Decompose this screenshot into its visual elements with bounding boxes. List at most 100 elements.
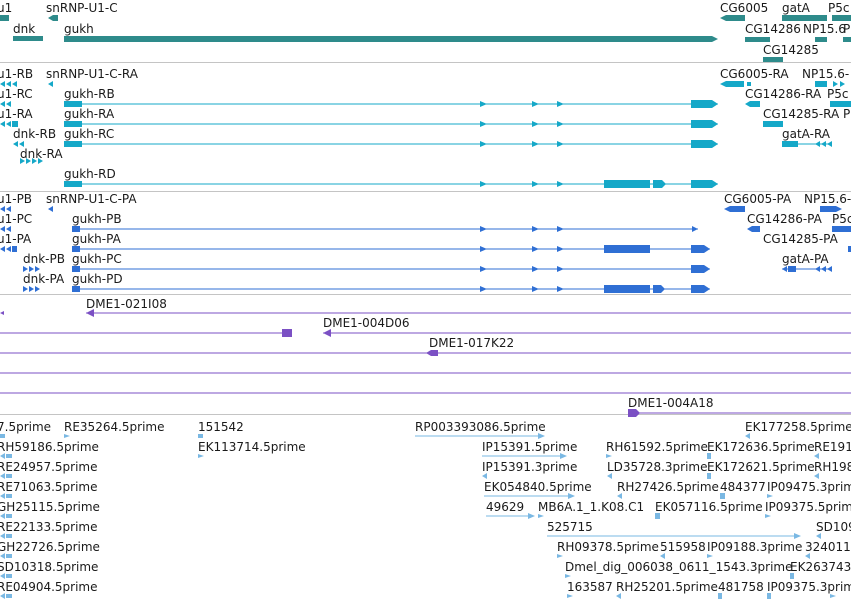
- est-label[interactable]: 7.5prime: [0, 420, 52, 434]
- est-glyph[interactable]: [720, 493, 725, 499]
- est-glyph[interactable]: [805, 553, 810, 559]
- est-label[interactable]: LD35728.3prime: [607, 460, 708, 474]
- est-glyph[interactable]: [707, 554, 713, 558]
- est-label[interactable]: RH61592.5prime: [606, 440, 708, 454]
- est-label[interactable]: RH198: [814, 460, 851, 474]
- cds-np15-6[interactable]: [820, 206, 842, 212]
- est-ek054840[interactable]: [484, 493, 575, 499]
- cds-cg6005-pa[interactable]: [724, 206, 745, 212]
- gene-label[interactable]: CG14285: [763, 43, 819, 57]
- est-glyph[interactable]: [814, 473, 819, 479]
- gene-p5c[interactable]: [832, 15, 851, 21]
- cds-u1-pb[interactable]: [0, 206, 11, 212]
- est-glyph[interactable]: [617, 493, 622, 499]
- gene-label[interactable]: CG14286: [745, 22, 801, 36]
- est-glyph[interactable]: [607, 473, 612, 479]
- transcript-u1-rb[interactable]: [0, 81, 17, 87]
- est-label[interactable]: SD10318.5prime: [0, 560, 99, 574]
- est-label[interactable]: 484377: [720, 480, 766, 494]
- est-rp003393086[interactable]: [415, 433, 545, 439]
- transcript-cg6005-ra[interactable]: [720, 81, 751, 87]
- cd-label[interactable]: u1-PC: [0, 212, 33, 226]
- est-label[interactable]: RE35264.5prime: [64, 420, 165, 434]
- est-525715[interactable]: [547, 533, 801, 539]
- est-glyph[interactable]: [557, 554, 563, 558]
- gene-label[interactable]: gatA: [782, 1, 810, 15]
- transcript-label[interactable]: gatA-RA: [782, 127, 831, 141]
- est-label[interactable]: EK172621.5prime: [707, 460, 815, 474]
- est-glyph[interactable]: [565, 574, 571, 578]
- clone-label[interactable]: DME1-004D06: [323, 316, 410, 330]
- cd-label[interactable]: CG6005-PA: [724, 192, 792, 206]
- gene-gukh[interactable]: [64, 36, 718, 42]
- cds-p5c[interactable]: [832, 226, 851, 232]
- est-label[interactable]: IP15391.5prime: [482, 440, 578, 454]
- est-glyph[interactable]: [814, 453, 819, 459]
- est-label[interactable]: RP003393086.5prime: [415, 420, 546, 434]
- gene-label[interactable]: P: [843, 22, 851, 36]
- gene-label[interactable]: snRNP-U1-C: [46, 1, 118, 15]
- transcript-label[interactable]: NP15.6-: [802, 67, 850, 81]
- est-label[interactable]: 49629: [486, 500, 525, 514]
- cd-label[interactable]: u1-PA: [0, 232, 32, 246]
- est-glyph[interactable]: [767, 494, 773, 498]
- cds-gukh-pc[interactable]: [72, 265, 710, 273]
- est-label[interactable]: IP09375.3prime: [767, 580, 851, 594]
- est-label[interactable]: RH27426.5prime: [617, 480, 719, 494]
- transcript-u1-ra[interactable]: [0, 121, 18, 127]
- est-glyph[interactable]: [655, 513, 660, 519]
- est-glyph[interactable]: [0, 513, 5, 519]
- cd-label[interactable]: P5c: [832, 212, 851, 226]
- transcript-cg14285-ra[interactable]: [763, 121, 783, 127]
- est-glyph[interactable]: [0, 434, 5, 438]
- est-glyph[interactable]: [830, 594, 836, 598]
- est-label[interactable]: RH59186.5prime: [0, 440, 99, 454]
- est-glyph[interactable]: [6, 534, 12, 538]
- est-label[interactable]: EK054840.5prime: [484, 480, 592, 494]
- est-glyph[interactable]: [6, 494, 12, 498]
- transcript-label[interactable]: P5c: [827, 87, 849, 101]
- est-glyph[interactable]: [816, 533, 821, 539]
- cd-label[interactable]: dnk-PB: [23, 252, 65, 266]
- est-label[interactable]: 481758: [718, 580, 764, 594]
- clone-dme1-004a18[interactable]: [628, 409, 851, 417]
- est-glyph[interactable]: [790, 573, 794, 579]
- cd-label[interactable]: CG14285-PA: [763, 232, 838, 246]
- est-glyph[interactable]: [616, 593, 621, 599]
- est-glyph[interactable]: [606, 454, 612, 458]
- est-label[interactable]: SD109: [816, 520, 851, 534]
- transcript-label[interactable]: dnk-RB: [13, 127, 57, 141]
- transcript-snrnp-u1-c-ra[interactable]: [48, 81, 53, 87]
- est-glyph[interactable]: [6, 454, 12, 458]
- transcript-label[interactable]: gukh-RB: [64, 87, 115, 101]
- est-glyph[interactable]: [660, 553, 665, 559]
- gene-label[interactable]: dnk: [13, 22, 36, 36]
- est-label[interactable]: MB6A.1_1.K08.C1: [538, 500, 645, 514]
- transcript-label[interactable]: dnk-RA: [20, 147, 63, 161]
- est-label[interactable]: RE24957.5prime: [0, 460, 98, 474]
- cds-gukh-pb[interactable]: [72, 226, 698, 232]
- clone-dme1-004d06[interactable]: [0, 329, 851, 337]
- cds-gata-pa[interactable]: [782, 266, 832, 272]
- transcript-gukh-rd[interactable]: [64, 180, 718, 188]
- cd-label[interactable]: snRNP-U1-C-PA: [46, 192, 137, 206]
- est-glyph[interactable]: [64, 434, 70, 438]
- est-glyph[interactable]: [6, 594, 12, 598]
- est-49629[interactable]: [486, 513, 535, 519]
- est-label[interactable]: IP09475.3prime: [767, 480, 851, 494]
- est-label[interactable]: EK177258.5prime: [745, 420, 851, 434]
- est-label[interactable]: IP09375.5prime: [765, 500, 851, 514]
- cds-snrnp-u1-c-pa[interactable]: [48, 206, 53, 212]
- cd-label[interactable]: gukh-PD: [72, 272, 123, 286]
- est-glyph[interactable]: [198, 454, 204, 458]
- est-label[interactable]: EK172636.5prime: [707, 440, 815, 454]
- clone-dme1-017k22[interactable]: [0, 350, 851, 356]
- est-glyph[interactable]: [0, 593, 5, 599]
- est-label[interactable]: RE22133.5prime: [0, 520, 98, 534]
- est-glyph[interactable]: [718, 593, 722, 599]
- est-label[interactable]: 515958: [660, 540, 706, 554]
- est-label[interactable]: 324011: [805, 540, 851, 554]
- gene-p[interactable]: [843, 37, 851, 42]
- cds-u1-pc[interactable]: [0, 226, 11, 232]
- cds-dnk-pa[interactable]: [23, 286, 40, 292]
